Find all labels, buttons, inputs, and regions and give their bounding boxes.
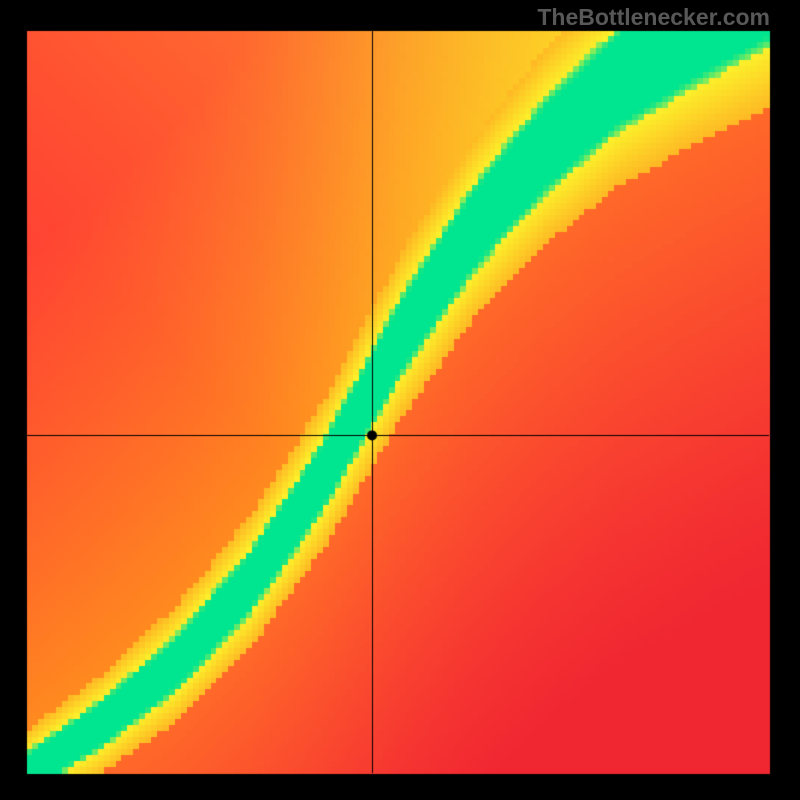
watermark-text: TheBottlenecker.com	[537, 4, 770, 31]
crosshair-overlay	[0, 0, 800, 800]
stage: TheBottlenecker.com	[0, 0, 800, 800]
